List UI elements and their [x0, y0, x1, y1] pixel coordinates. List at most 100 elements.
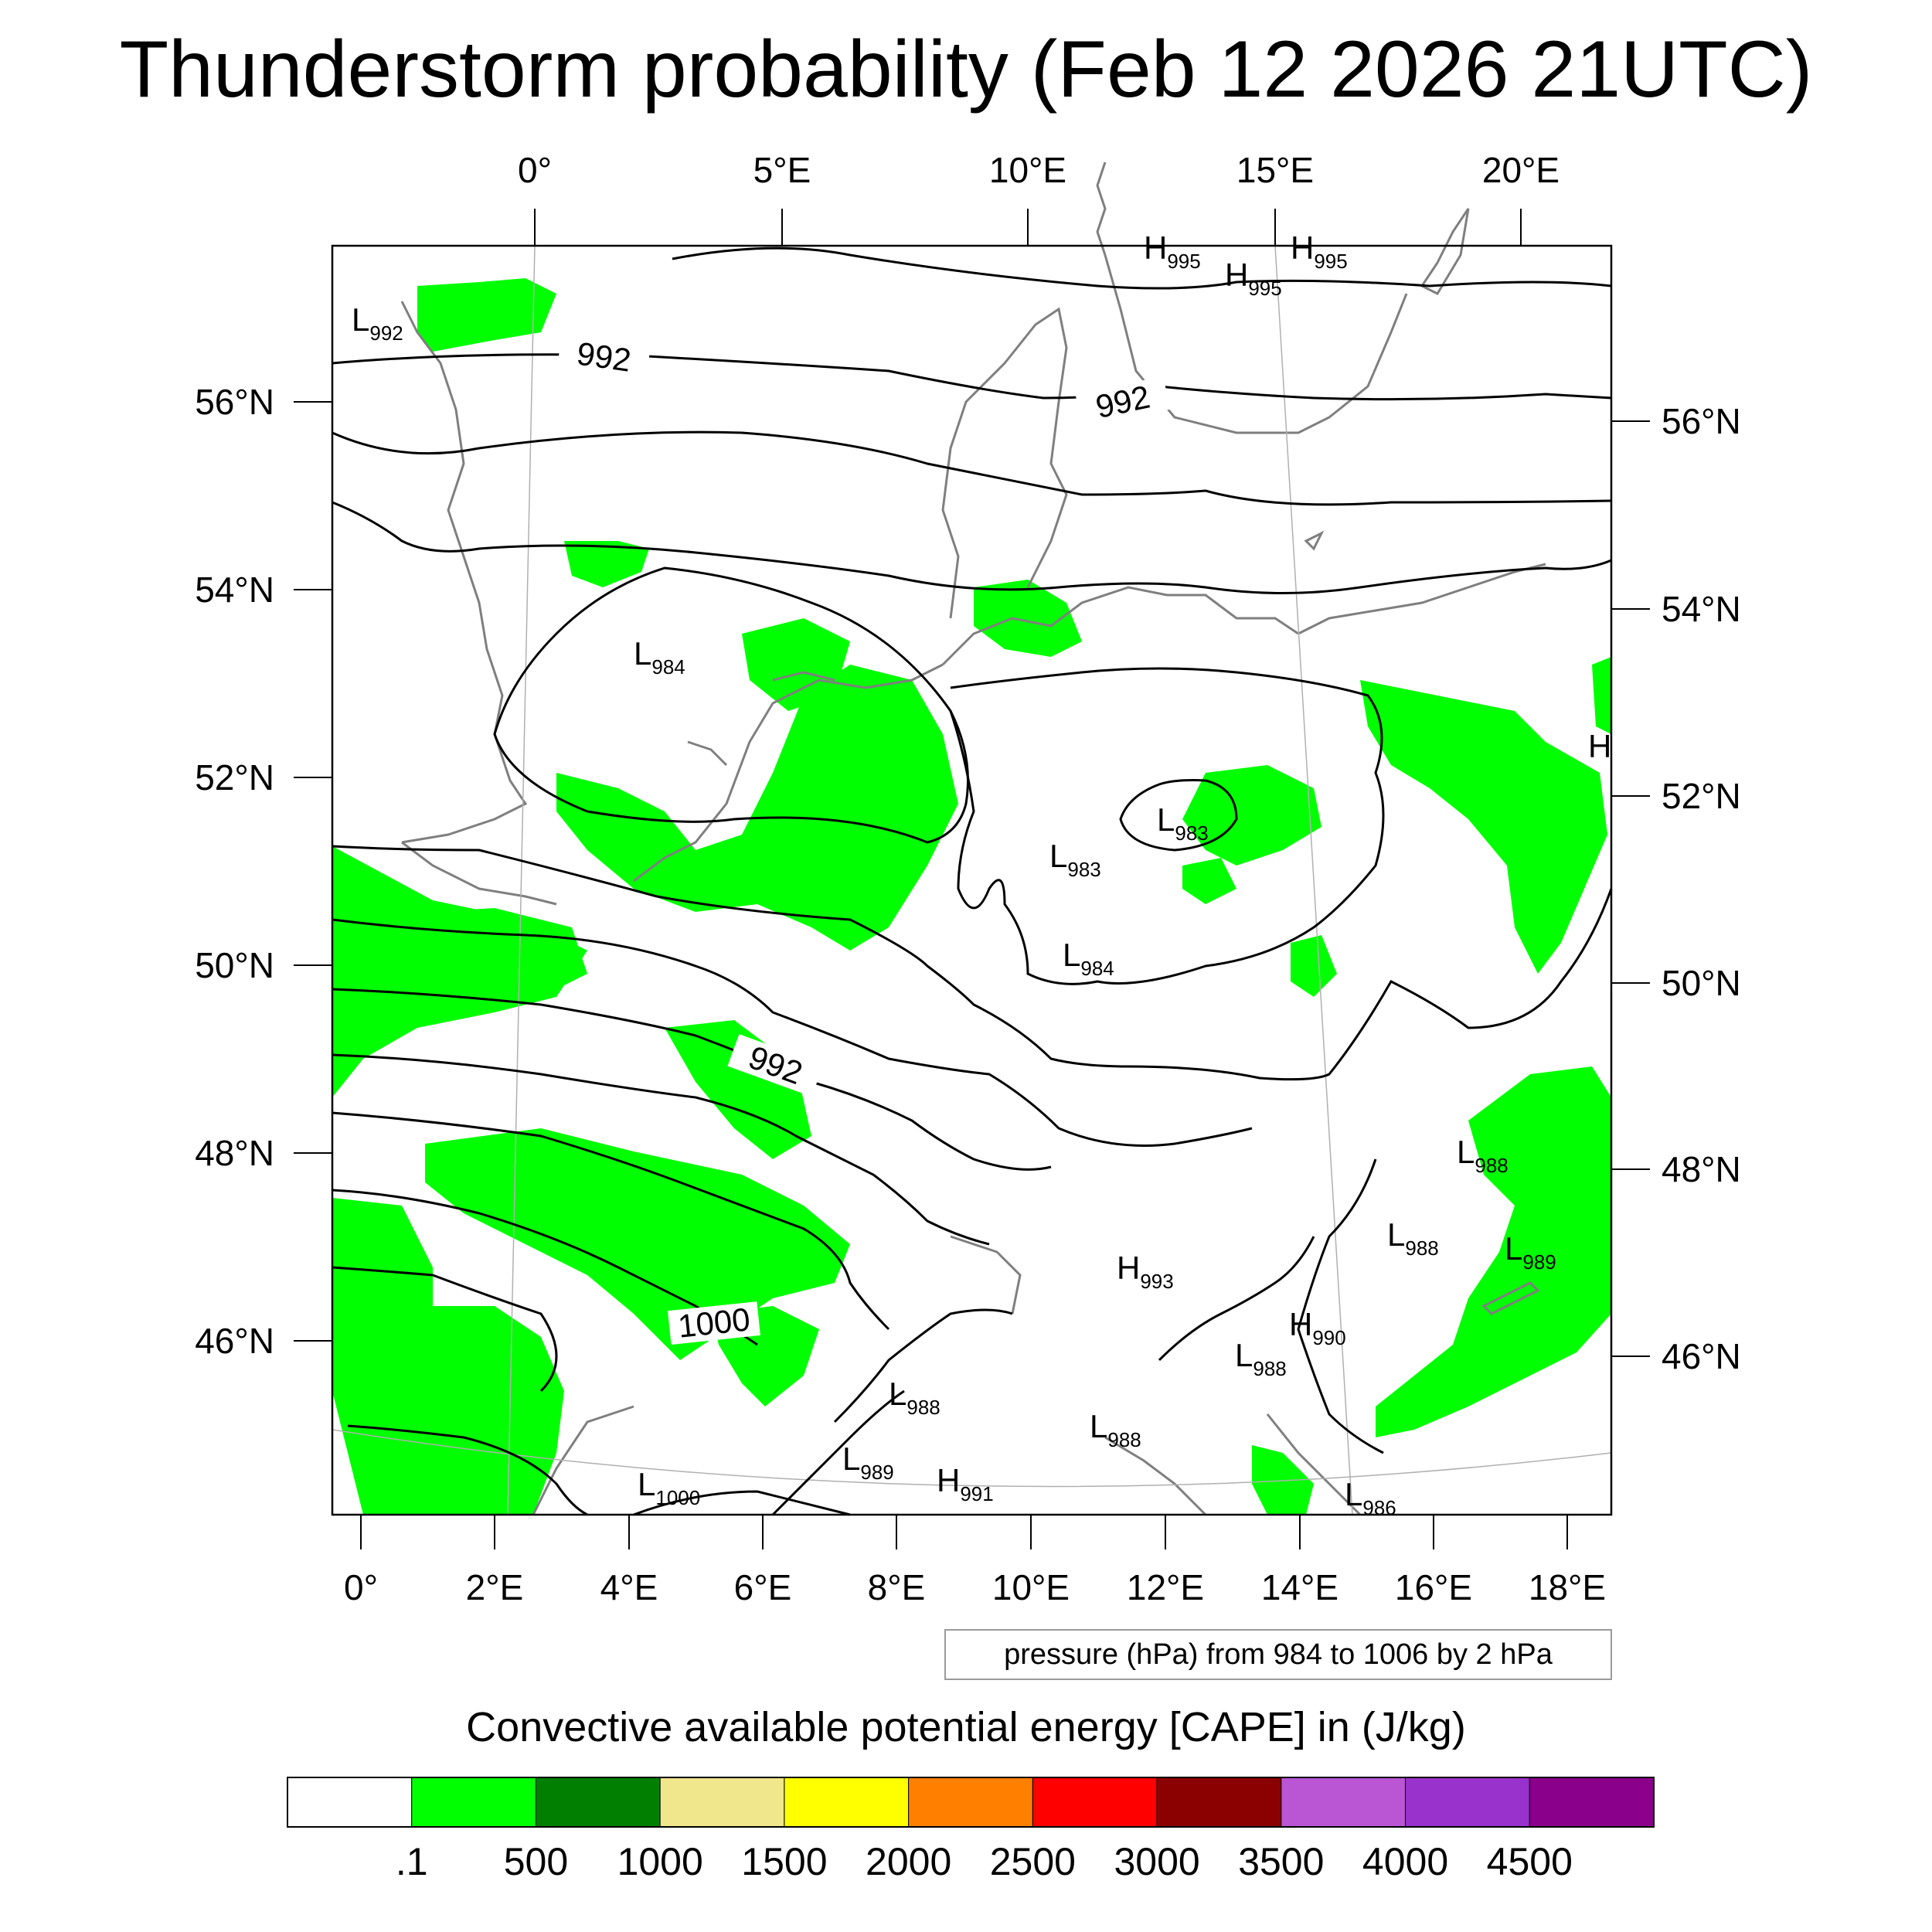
- colorbar-frame: [287, 1777, 1655, 1828]
- pressure-center-value: 995: [1248, 277, 1281, 300]
- colorbar-swatch: [1529, 1777, 1655, 1828]
- colorbar-swatch: [411, 1777, 536, 1828]
- colorbar-swatch: [1156, 1777, 1282, 1828]
- pressure-center-type: H: [1588, 728, 1611, 764]
- pressure-center-value: 984: [651, 655, 685, 679]
- contour-info-box: pressure (hPa) from 984 to 1006 by 2 hPa: [944, 1629, 1612, 1680]
- left-lat-label: 48°N: [195, 1133, 274, 1173]
- bottom-lon-label: 18°E: [1529, 1567, 1606, 1607]
- left-lat-label: 46°N: [195, 1321, 274, 1361]
- isobar-3: [332, 430, 1612, 506]
- pressure-center-label: L988: [1090, 1408, 1141, 1451]
- pressure-center-label: L988: [889, 1376, 940, 1419]
- bottom-lon-label: 0°: [344, 1567, 378, 1607]
- cape-area-biscay: [332, 1260, 386, 1360]
- pressure-center-label: H991: [937, 1462, 994, 1505]
- pressure-center-type: L: [1049, 838, 1067, 874]
- contour-label-bg: [556, 334, 651, 380]
- coast-north-germany: [941, 586, 1299, 666]
- pressure-center-value: 993: [1140, 1270, 1173, 1293]
- bottom-lon-label: 16°E: [1395, 1567, 1472, 1607]
- top-lon-label: 15°E: [1236, 150, 1314, 190]
- colorbar-swatch: [659, 1777, 785, 1828]
- coast-sweden-west: [1096, 162, 1107, 256]
- pressure-center-value: 992: [369, 321, 403, 345]
- pressure-center-type: H: [937, 1462, 960, 1498]
- pressure-center-value: 990: [1312, 1326, 1345, 1349]
- isobar-east-low-2: [1158, 1236, 1315, 1362]
- pressure-center-label: L983: [1157, 801, 1209, 845]
- isobar-1: [672, 247, 1612, 290]
- colorbar-label: 1500: [741, 1840, 827, 1883]
- pressure-center-type: L: [1235, 1337, 1253, 1373]
- pressure-center-type: H: [1144, 230, 1167, 266]
- contour-label-text: 1000: [676, 1301, 752, 1345]
- contour-label: 992: [556, 334, 651, 380]
- coast-sweden-south: [1104, 254, 1408, 434]
- coast-baltic-south: [1298, 563, 1546, 635]
- bottom-lon-label: 4°E: [600, 1567, 658, 1607]
- coast-continent-north: [633, 663, 944, 883]
- bottom-lon-label: 14°E: [1261, 1567, 1338, 1607]
- isobar-6: [332, 918, 1253, 1147]
- isobar-low-984-east: [949, 667, 1385, 985]
- isobar-2: [332, 353, 1612, 401]
- pressure-center-label: L988: [1457, 1134, 1509, 1177]
- bottom-lon-label: 2°E: [466, 1567, 524, 1607]
- pressure-center-value: 989: [1522, 1250, 1556, 1274]
- isobar-9: [332, 1111, 890, 1331]
- pressure-center-type: H: [1225, 257, 1248, 293]
- colorbar-swatch: [287, 1777, 413, 1828]
- coast-bornholm: [1304, 530, 1325, 551]
- cape-area-hungary: [1376, 1066, 1611, 1437]
- isobar-4: [332, 501, 1612, 594]
- isobar-11: [332, 1266, 558, 1393]
- pressure-center-type: L: [1457, 1134, 1475, 1170]
- pressure-center-label: H: [1588, 728, 1611, 764]
- colorbar: .1 500 1000 1500 2000 2500 3000 3500 4000 4500: [287, 1777, 1655, 1883]
- left-lat-label: 50°N: [195, 945, 274, 985]
- cape-area-lithuania-edge: [1592, 657, 1611, 734]
- cape-area-sw: [332, 1198, 564, 1515]
- colorbar-title: Convective available potential energy [C…: [466, 1704, 1466, 1750]
- isobar-layer: [332, 247, 1613, 1516]
- contour-label-text: 992: [574, 335, 633, 378]
- pressure-center-label: H995: [1225, 257, 1282, 300]
- pressure-center-type: L: [1387, 1216, 1405, 1253]
- pressure-center-label: L984: [634, 635, 685, 679]
- pressure-center-label: H995: [1291, 230, 1348, 273]
- coast-britain-east: [400, 301, 528, 844]
- pressure-center-type: L: [1505, 1230, 1522, 1267]
- coastline-layer: [400, 162, 1546, 1516]
- colorbar-label: 3000: [1114, 1840, 1199, 1883]
- pressure-center-label: L989: [842, 1440, 894, 1484]
- pressure-center-value: 991: [960, 1482, 993, 1505]
- pressure-center-type: L: [352, 301, 369, 338]
- pressure-center-value: 988: [1253, 1357, 1286, 1380]
- pressure-center-label: H993: [1117, 1250, 1174, 1293]
- cape-area-channel: [433, 908, 587, 1005]
- pressure-center-type: H: [1291, 230, 1314, 266]
- colorbar-swatch: [1032, 1777, 1158, 1828]
- right-lat-label: 56°N: [1662, 401, 1741, 441]
- pressure-center-value: 986: [1362, 1496, 1396, 1519]
- coast-dutch-inlets: [687, 671, 835, 767]
- pressure-center-type: L: [1157, 801, 1175, 838]
- pressure-center-value: 984: [1080, 957, 1114, 980]
- bottom-lon-label: 6°E: [734, 1567, 792, 1607]
- coast-adriatic-north: [950, 1235, 1022, 1315]
- cape-area-balkans: [1252, 1445, 1314, 1515]
- contour-label-bg: [667, 1301, 760, 1345]
- pressure-center-type: H: [1289, 1306, 1312, 1342]
- bottom-lon-label: 12°E: [1127, 1567, 1204, 1607]
- cape-fill-layer: [332, 278, 1611, 1515]
- colorbar-label: 1000: [617, 1840, 703, 1883]
- pressure-center-value: 988: [1475, 1154, 1508, 1177]
- pressure-center-type: H: [1117, 1250, 1140, 1286]
- contour-label-bg: [1075, 376, 1171, 428]
- graticule-layer: [332, 245, 1612, 1515]
- cape-area-czech: [1182, 858, 1236, 904]
- pressure-center-type: L: [1345, 1476, 1362, 1512]
